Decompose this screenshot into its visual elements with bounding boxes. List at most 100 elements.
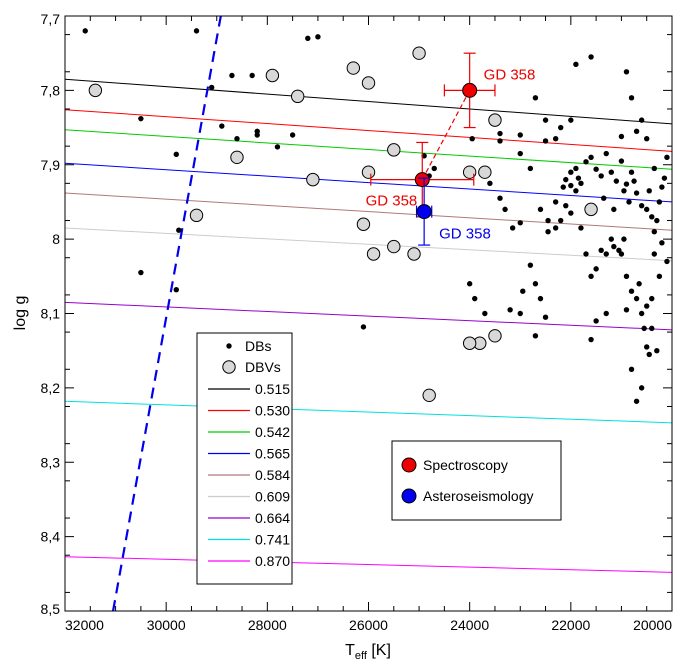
gd358-connector xyxy=(421,90,471,180)
y-tick-label: 8,2 xyxy=(41,380,61,396)
db-point xyxy=(601,195,607,201)
blue-edge-line xyxy=(111,16,222,611)
db-point xyxy=(552,225,559,231)
db-point xyxy=(542,138,549,144)
track-line xyxy=(65,556,672,573)
db-point xyxy=(487,180,493,187)
legend: DBs DBVs 0.515 0.530 0.542 0.565 0.584 0.609 0.6… xyxy=(196,332,293,585)
db-point xyxy=(497,138,503,144)
db-point xyxy=(138,115,144,122)
legend-db-label: DBs xyxy=(245,338,271,354)
legend-spectroscopy-label: Spectroscopy xyxy=(423,457,508,473)
db-point xyxy=(466,281,473,287)
db-point xyxy=(618,251,625,257)
db-point xyxy=(623,69,630,75)
db-point xyxy=(254,132,260,138)
db-point xyxy=(623,307,630,313)
legend-track-label: 0.515 xyxy=(255,381,290,397)
dbv-point xyxy=(387,239,401,254)
track-line xyxy=(65,129,672,170)
dbv-point xyxy=(290,89,305,104)
db-point xyxy=(274,144,281,150)
db-point xyxy=(633,398,640,404)
x-axis-title: Teff [K] xyxy=(345,642,391,662)
y-tick-label: 8,4 xyxy=(41,529,61,545)
db-point xyxy=(563,202,569,209)
db-point xyxy=(82,28,88,34)
db-point xyxy=(173,287,179,293)
legend-asteroseismology-label: Asteroseismology xyxy=(423,488,534,504)
db-point xyxy=(568,210,574,216)
db-point xyxy=(618,133,625,140)
y-axis-title: log g xyxy=(12,296,29,331)
dbv-point xyxy=(306,172,320,187)
dbv-point xyxy=(346,61,361,75)
y-tick-label: 7,9 xyxy=(41,157,61,173)
y-tick-label: 7,8 xyxy=(41,82,61,98)
db-point xyxy=(656,273,663,280)
legend-asteroseismology-marker xyxy=(401,488,417,504)
dbv-point xyxy=(584,202,598,217)
db-point xyxy=(603,251,609,257)
db-point xyxy=(552,199,559,205)
legend-track-label: 0.584 xyxy=(255,467,290,483)
legend-methods-box xyxy=(391,440,562,521)
db-point xyxy=(517,220,523,226)
dbv-point xyxy=(412,46,426,60)
db-point xyxy=(649,295,655,302)
track-line xyxy=(65,400,672,424)
db-point xyxy=(568,117,574,123)
db-point xyxy=(644,303,650,309)
dbv-point xyxy=(478,165,492,179)
axis-ticks: 32000 30000 28000 26000 24000 22000 20000 7,7 7,… xyxy=(41,11,673,633)
db-point xyxy=(542,314,549,320)
db-point xyxy=(578,225,584,231)
db-point xyxy=(497,130,503,137)
dbv-point xyxy=(356,217,371,231)
db-point xyxy=(537,206,544,213)
db-point xyxy=(608,236,614,242)
db-point xyxy=(633,295,640,302)
legend-track-label: 0.530 xyxy=(255,403,290,419)
db-point xyxy=(603,310,609,317)
db-points xyxy=(82,28,670,404)
track-line xyxy=(65,109,672,152)
db-point xyxy=(552,136,559,142)
db-point xyxy=(644,206,650,213)
gd358-label-spec-2: GD 358 xyxy=(366,193,418,210)
db-point xyxy=(593,166,599,172)
db-point xyxy=(664,258,670,265)
gd358-marker xyxy=(414,172,430,188)
db-point xyxy=(659,240,665,246)
db-point xyxy=(633,128,640,134)
db-point xyxy=(593,266,599,272)
db-point xyxy=(568,169,574,175)
db-point xyxy=(560,184,566,190)
track-line xyxy=(65,301,672,331)
db-point xyxy=(638,385,645,391)
plot-frame xyxy=(64,15,673,612)
x-tick-label: 24000 xyxy=(450,617,489,633)
dbv-point xyxy=(88,83,103,98)
db-point xyxy=(646,351,652,358)
db-point xyxy=(593,318,599,324)
db-point xyxy=(633,190,640,196)
db-point xyxy=(305,35,311,42)
db-point xyxy=(649,325,655,332)
db-point xyxy=(360,324,367,330)
dbv-point xyxy=(462,336,477,350)
dbv-point xyxy=(366,247,381,261)
dbv-point xyxy=(189,208,204,223)
db-point xyxy=(598,247,604,253)
db-point xyxy=(611,206,617,213)
y-tick-label: 7,7 xyxy=(41,11,61,27)
db-point xyxy=(631,178,637,184)
y-tick-label: 8,1 xyxy=(41,306,61,322)
legend-dbv-label: DBVs xyxy=(245,359,281,375)
db-point xyxy=(636,281,642,287)
db-point xyxy=(651,165,657,172)
db-point xyxy=(588,154,594,161)
db-point xyxy=(651,228,657,235)
db-point xyxy=(249,72,255,79)
